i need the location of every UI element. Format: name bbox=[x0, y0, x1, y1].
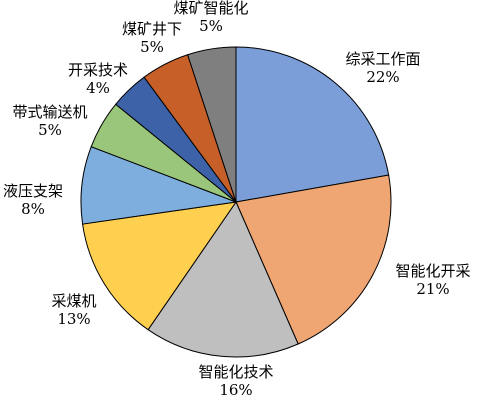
slice-percent-label: 22% bbox=[366, 68, 399, 86]
pie-slice bbox=[82, 201, 238, 331]
slice-label: 智能化技术 bbox=[198, 363, 273, 381]
pie-slice bbox=[235, 174, 392, 345]
slice-percent-label: 21% bbox=[416, 280, 449, 298]
slice-percent-label: 4% bbox=[86, 79, 110, 97]
slice-percent-label: 16% bbox=[219, 381, 252, 399]
slice-label: 综采工作面 bbox=[345, 50, 420, 68]
pie-slices bbox=[80, 46, 392, 358]
slice-label: 采煤机 bbox=[51, 292, 96, 310]
slice-percent-label: 5% bbox=[199, 17, 223, 35]
slice-label: 煤矿井下 bbox=[122, 20, 182, 38]
slice-percent-label: 8% bbox=[21, 200, 45, 218]
pie-slice bbox=[235, 46, 390, 203]
slice-label: 液压支架 bbox=[3, 182, 63, 200]
slice-label: 煤矿智能化 bbox=[173, 0, 248, 17]
pie-slice bbox=[186, 46, 237, 203]
pie-slice bbox=[147, 200, 299, 358]
slice-percent-label: 5% bbox=[38, 121, 62, 139]
slice-label: 开采技术 bbox=[68, 61, 128, 79]
slice-label: 智能化开采 bbox=[395, 262, 470, 280]
slice-percent-label: 13% bbox=[57, 310, 90, 328]
slice-percent-label: 5% bbox=[140, 38, 164, 56]
slice-label: 带式输送机 bbox=[12, 103, 87, 121]
